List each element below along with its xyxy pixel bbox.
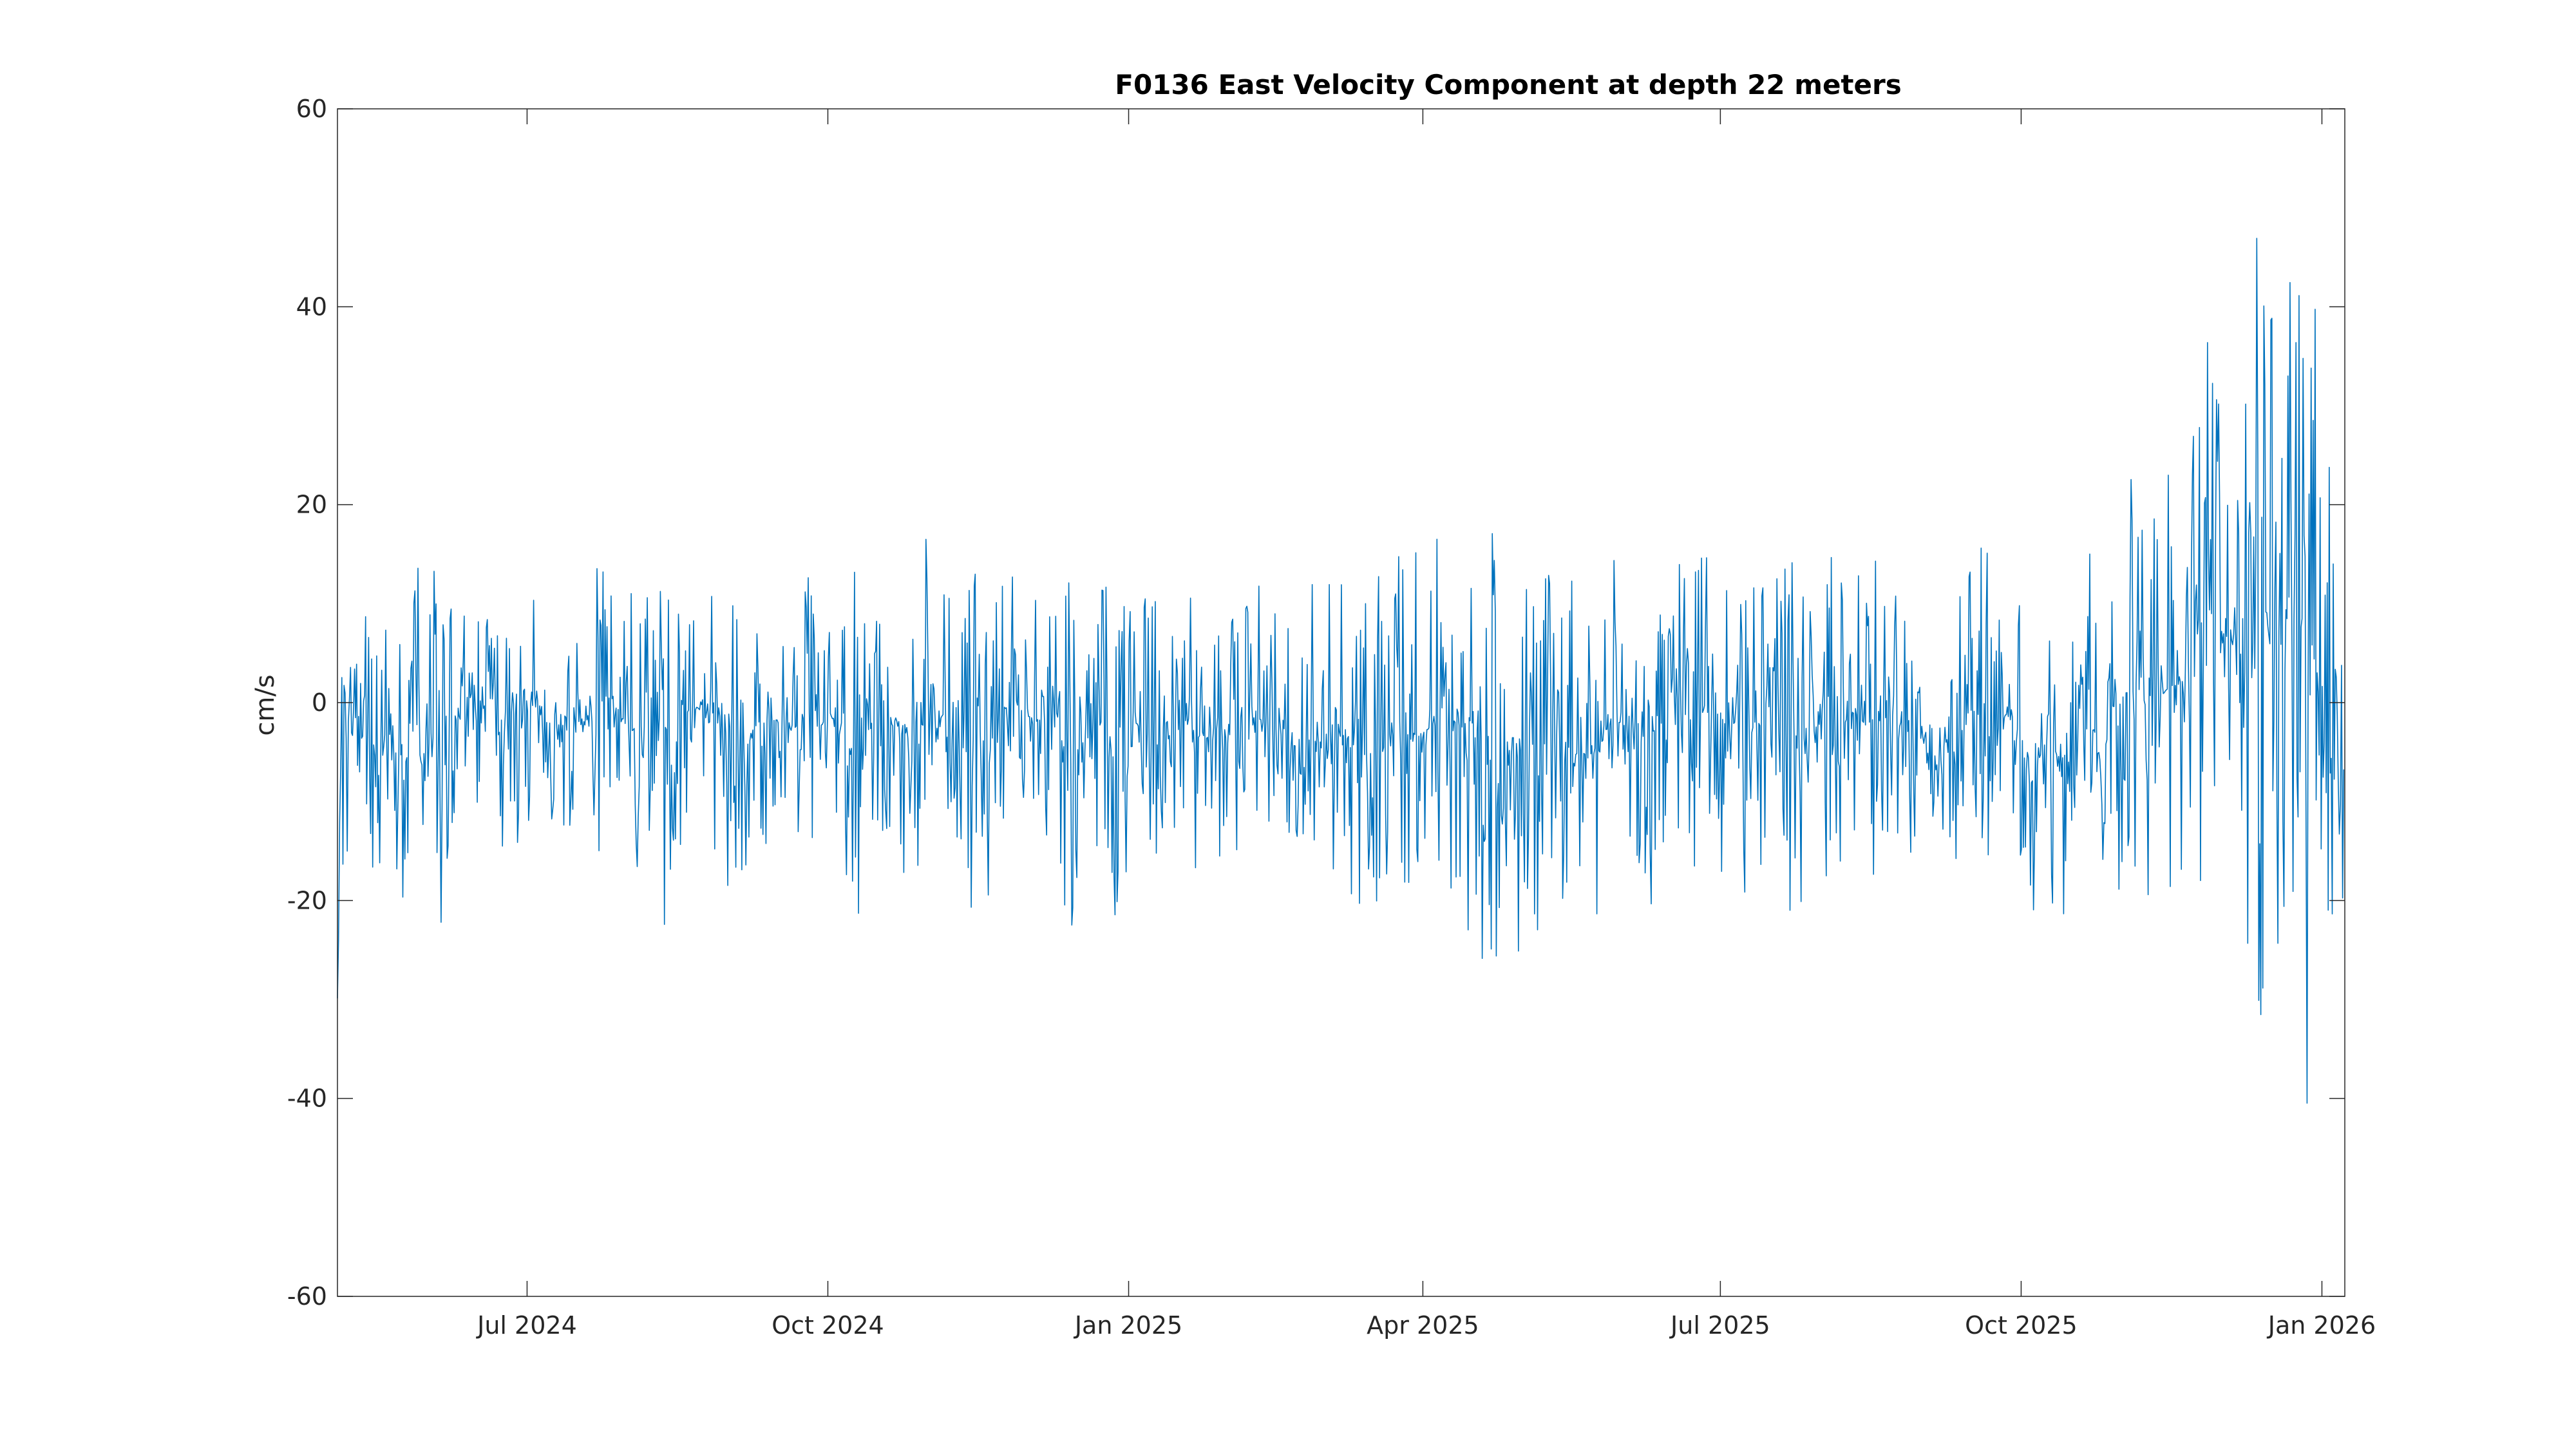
chart-title: F0136 East Velocity Component at depth 2… (1115, 69, 1901, 100)
x-tick-label: Oct 2025 (1965, 1311, 2078, 1340)
y-tick-label: 60 (296, 95, 327, 123)
series-layer (337, 238, 2345, 1104)
y-tick-label: -20 (287, 886, 327, 914)
series-line-0 (337, 238, 2345, 1104)
y-tick-label: 40 (296, 292, 327, 321)
x-tick-label: Oct 2024 (772, 1311, 884, 1340)
plot-area (337, 108, 2345, 1297)
ticks-layer: -60 -40 -20 0 20 40 60 Jul 2024 Oct 2024 Jan 2025… (287, 95, 2376, 1340)
x-tick-label: Apr 2025 (1367, 1311, 1479, 1340)
y-tick-label: 20 (296, 491, 327, 519)
y-tick-label: -40 (287, 1084, 327, 1113)
y-axis-label: cm/s (251, 674, 280, 735)
x-tick-label: Jul 2024 (476, 1311, 577, 1340)
y-tick-label: 0 (312, 688, 327, 717)
x-tick-label: Jan 2025 (1074, 1311, 1182, 1340)
x-tick-label: Jan 2026 (2267, 1311, 2376, 1340)
y-tick-label: -60 (287, 1282, 327, 1311)
x-tick-label: Jul 2025 (1669, 1311, 1770, 1340)
